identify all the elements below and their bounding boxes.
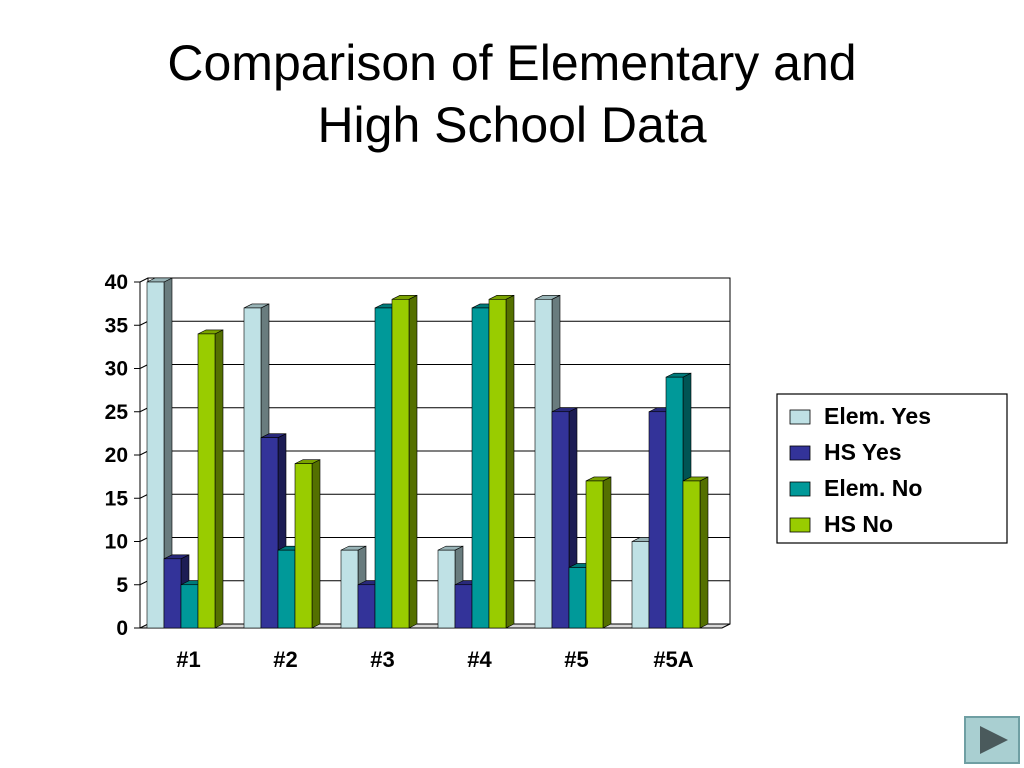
bar-side (699, 476, 709, 629)
legend-box (776, 393, 1008, 544)
slide-title-line-2: High School Data (317, 97, 707, 153)
y-tick-label: 5 (116, 574, 128, 597)
y-tick-label: 35 (105, 314, 129, 337)
y-tick-label: 30 (105, 358, 128, 381)
legend-label: HS Yes (824, 439, 902, 465)
y-tick-label: 20 (105, 444, 128, 467)
bar (631, 541, 650, 629)
bar (585, 480, 604, 629)
legend-swatch (789, 481, 811, 497)
bar (454, 584, 473, 629)
play-triangle-icon (980, 726, 1008, 754)
bar (260, 437, 279, 629)
bar (568, 567, 587, 629)
x-tick-label: #1 (176, 647, 200, 672)
bar-side (214, 329, 224, 629)
bar (146, 281, 165, 629)
bar-side (311, 459, 321, 629)
gridline-depth (139, 407, 149, 413)
bar (357, 584, 376, 629)
bar (197, 333, 216, 629)
gridline-depth (139, 320, 149, 326)
legend-label: Elem. Yes (824, 403, 931, 429)
bar-side (602, 476, 612, 629)
bar (665, 376, 684, 629)
bar (488, 298, 507, 629)
bar (437, 549, 456, 629)
bar (163, 558, 182, 629)
x-tick-label: #2 (273, 647, 297, 672)
bar-side (505, 294, 515, 629)
plot-area: 0 5 10 15 20 25 30 35 40 #1 #2 #3 #4 #5 #5A (105, 271, 731, 672)
bar (243, 307, 262, 629)
x-tick-label: #5A (653, 647, 693, 672)
bar (294, 463, 313, 629)
bar (277, 549, 296, 629)
bar (374, 307, 393, 629)
y-tick-label: 0 (116, 617, 128, 640)
bar (180, 584, 199, 629)
bar (682, 480, 701, 629)
bar (471, 307, 490, 629)
bar (391, 298, 410, 629)
bar (648, 411, 667, 629)
y-tick-label: 10 (105, 531, 128, 554)
y-tick-label: 25 (105, 401, 129, 424)
x-tick-label: #5 (564, 647, 588, 672)
legend-label: HS No (824, 511, 893, 537)
chart-legend: Elem. Yes HS Yes Elem. No HS No (776, 393, 1008, 544)
y-tick-label: 40 (105, 271, 128, 294)
legend-swatch (789, 409, 811, 425)
bar (534, 298, 553, 629)
bar (551, 411, 570, 629)
legend-swatch (789, 517, 811, 533)
x-tick-label: #4 (467, 647, 492, 672)
bar (340, 549, 359, 629)
next-slide-button[interactable] (964, 716, 1020, 764)
gridline-depth (139, 493, 149, 499)
legend-swatch (789, 445, 811, 461)
slide-title-line-1: Comparison of Elementary and (167, 35, 857, 91)
y-tick-label: 15 (105, 487, 129, 510)
gridline-depth (139, 277, 149, 283)
gridline-depth (139, 580, 149, 586)
bar-side (408, 294, 418, 629)
slide-title: Comparison of Elementary and High School… (0, 32, 1024, 156)
gridline-depth (139, 364, 149, 369)
gridline-depth (139, 450, 149, 456)
legend-label: Elem. No (824, 475, 922, 501)
gridline-depth (139, 537, 149, 542)
x-tick-label: #3 (370, 647, 394, 672)
